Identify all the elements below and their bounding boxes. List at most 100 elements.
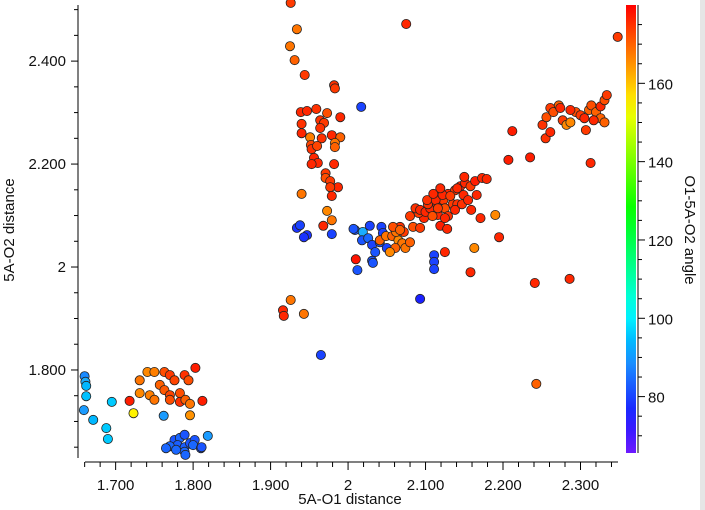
right-panel-strip [700, 0, 705, 510]
data-point [298, 232, 309, 243]
data-point [184, 410, 195, 421]
x-tick-label: 2.200 [484, 477, 522, 494]
data-point [404, 211, 415, 222]
data-point [599, 117, 610, 128]
axes: 1.800 2 2.200 2.400 1.700 1.800 1.900 2 2.100 2.2… [28, 5, 618, 494]
x-tick-label: 1.900 [252, 477, 290, 494]
data-point [316, 133, 327, 144]
data-point [299, 70, 310, 81]
data-point [296, 128, 307, 139]
data-point [326, 190, 337, 201]
data-point [466, 204, 477, 215]
y-axis-title: 5A-O2 distance [1, 178, 18, 281]
data-point [183, 375, 194, 386]
data-point [326, 215, 337, 226]
y-tick-label: 1.800 [28, 362, 66, 379]
data-point [564, 273, 575, 284]
data-point [565, 117, 576, 128]
data-point [128, 408, 139, 419]
data-point [160, 443, 171, 454]
data-point [415, 293, 426, 304]
data-point [322, 108, 333, 119]
data-point [301, 106, 312, 117]
data-point [326, 229, 337, 240]
data-point [278, 310, 289, 321]
colorbar-title: O1-5A-O2 angle [681, 175, 698, 284]
data-point [348, 223, 359, 234]
data-point [190, 362, 201, 373]
data-point [311, 104, 322, 115]
data-point [350, 254, 361, 265]
data-point [545, 127, 556, 138]
x-tick-label: 2.100 [407, 477, 445, 494]
colorbar-tick-label: 100 [648, 311, 673, 328]
data-point [529, 277, 540, 288]
data-point [284, 41, 295, 52]
data-point [134, 388, 145, 399]
data-point [291, 24, 302, 35]
points-layer [78, 0, 623, 460]
data-point [481, 173, 492, 184]
data-point [490, 209, 501, 220]
data-point [296, 118, 307, 129]
y-tick-label: 2.400 [28, 53, 66, 70]
data-point [503, 154, 514, 165]
data-point [285, 0, 296, 8]
colorbar-tick-label: 80 [648, 390, 665, 407]
data-point [202, 430, 213, 441]
data-point [164, 394, 175, 405]
data-point [525, 152, 536, 163]
data-point [102, 433, 113, 444]
data-point [401, 18, 412, 29]
data-point [463, 195, 474, 206]
data-point [494, 232, 505, 243]
data-point [197, 395, 208, 406]
x-tick-label: 2 [344, 477, 352, 494]
colorbar-gradient [626, 5, 636, 453]
data-point [394, 224, 405, 235]
data-point [179, 429, 190, 440]
data-point [580, 125, 591, 136]
data-point [298, 308, 309, 319]
x-tick-label: 1.800 [174, 477, 212, 494]
x-tick-label: 2.300 [562, 477, 600, 494]
data-point [289, 55, 300, 66]
data-point [322, 205, 333, 216]
data-point [158, 410, 169, 421]
x-tick-label: 1.700 [97, 477, 135, 494]
data-point [329, 159, 340, 170]
data-point [612, 31, 623, 42]
data-point [335, 112, 346, 123]
data-point [384, 247, 395, 258]
data-point [356, 101, 367, 112]
data-point [294, 220, 305, 231]
data-point [439, 247, 450, 258]
data-point [555, 103, 566, 114]
colorbar: 80 100 120 140 160 [626, 5, 673, 453]
data-point [452, 183, 463, 194]
data-point [465, 267, 476, 278]
y-tick-label: 2 [58, 259, 66, 276]
colorbar-tick-label: 160 [648, 76, 673, 93]
data-point [88, 414, 99, 425]
data-point [78, 405, 89, 416]
data-point [427, 211, 438, 222]
data-point [588, 115, 599, 126]
data-point [124, 395, 135, 406]
data-point [541, 112, 552, 123]
data-point [106, 396, 117, 407]
data-point [475, 213, 486, 224]
data-point [101, 423, 112, 434]
data-point [184, 398, 195, 409]
data-point [432, 203, 443, 214]
data-point [352, 265, 363, 276]
data-point [81, 391, 92, 402]
colorbar-tick-label: 140 [648, 155, 673, 172]
data-point [422, 195, 433, 206]
data-point [318, 220, 329, 231]
data-point [134, 375, 145, 386]
data-point [149, 366, 160, 377]
data-point [507, 126, 518, 137]
data-point [428, 188, 439, 199]
